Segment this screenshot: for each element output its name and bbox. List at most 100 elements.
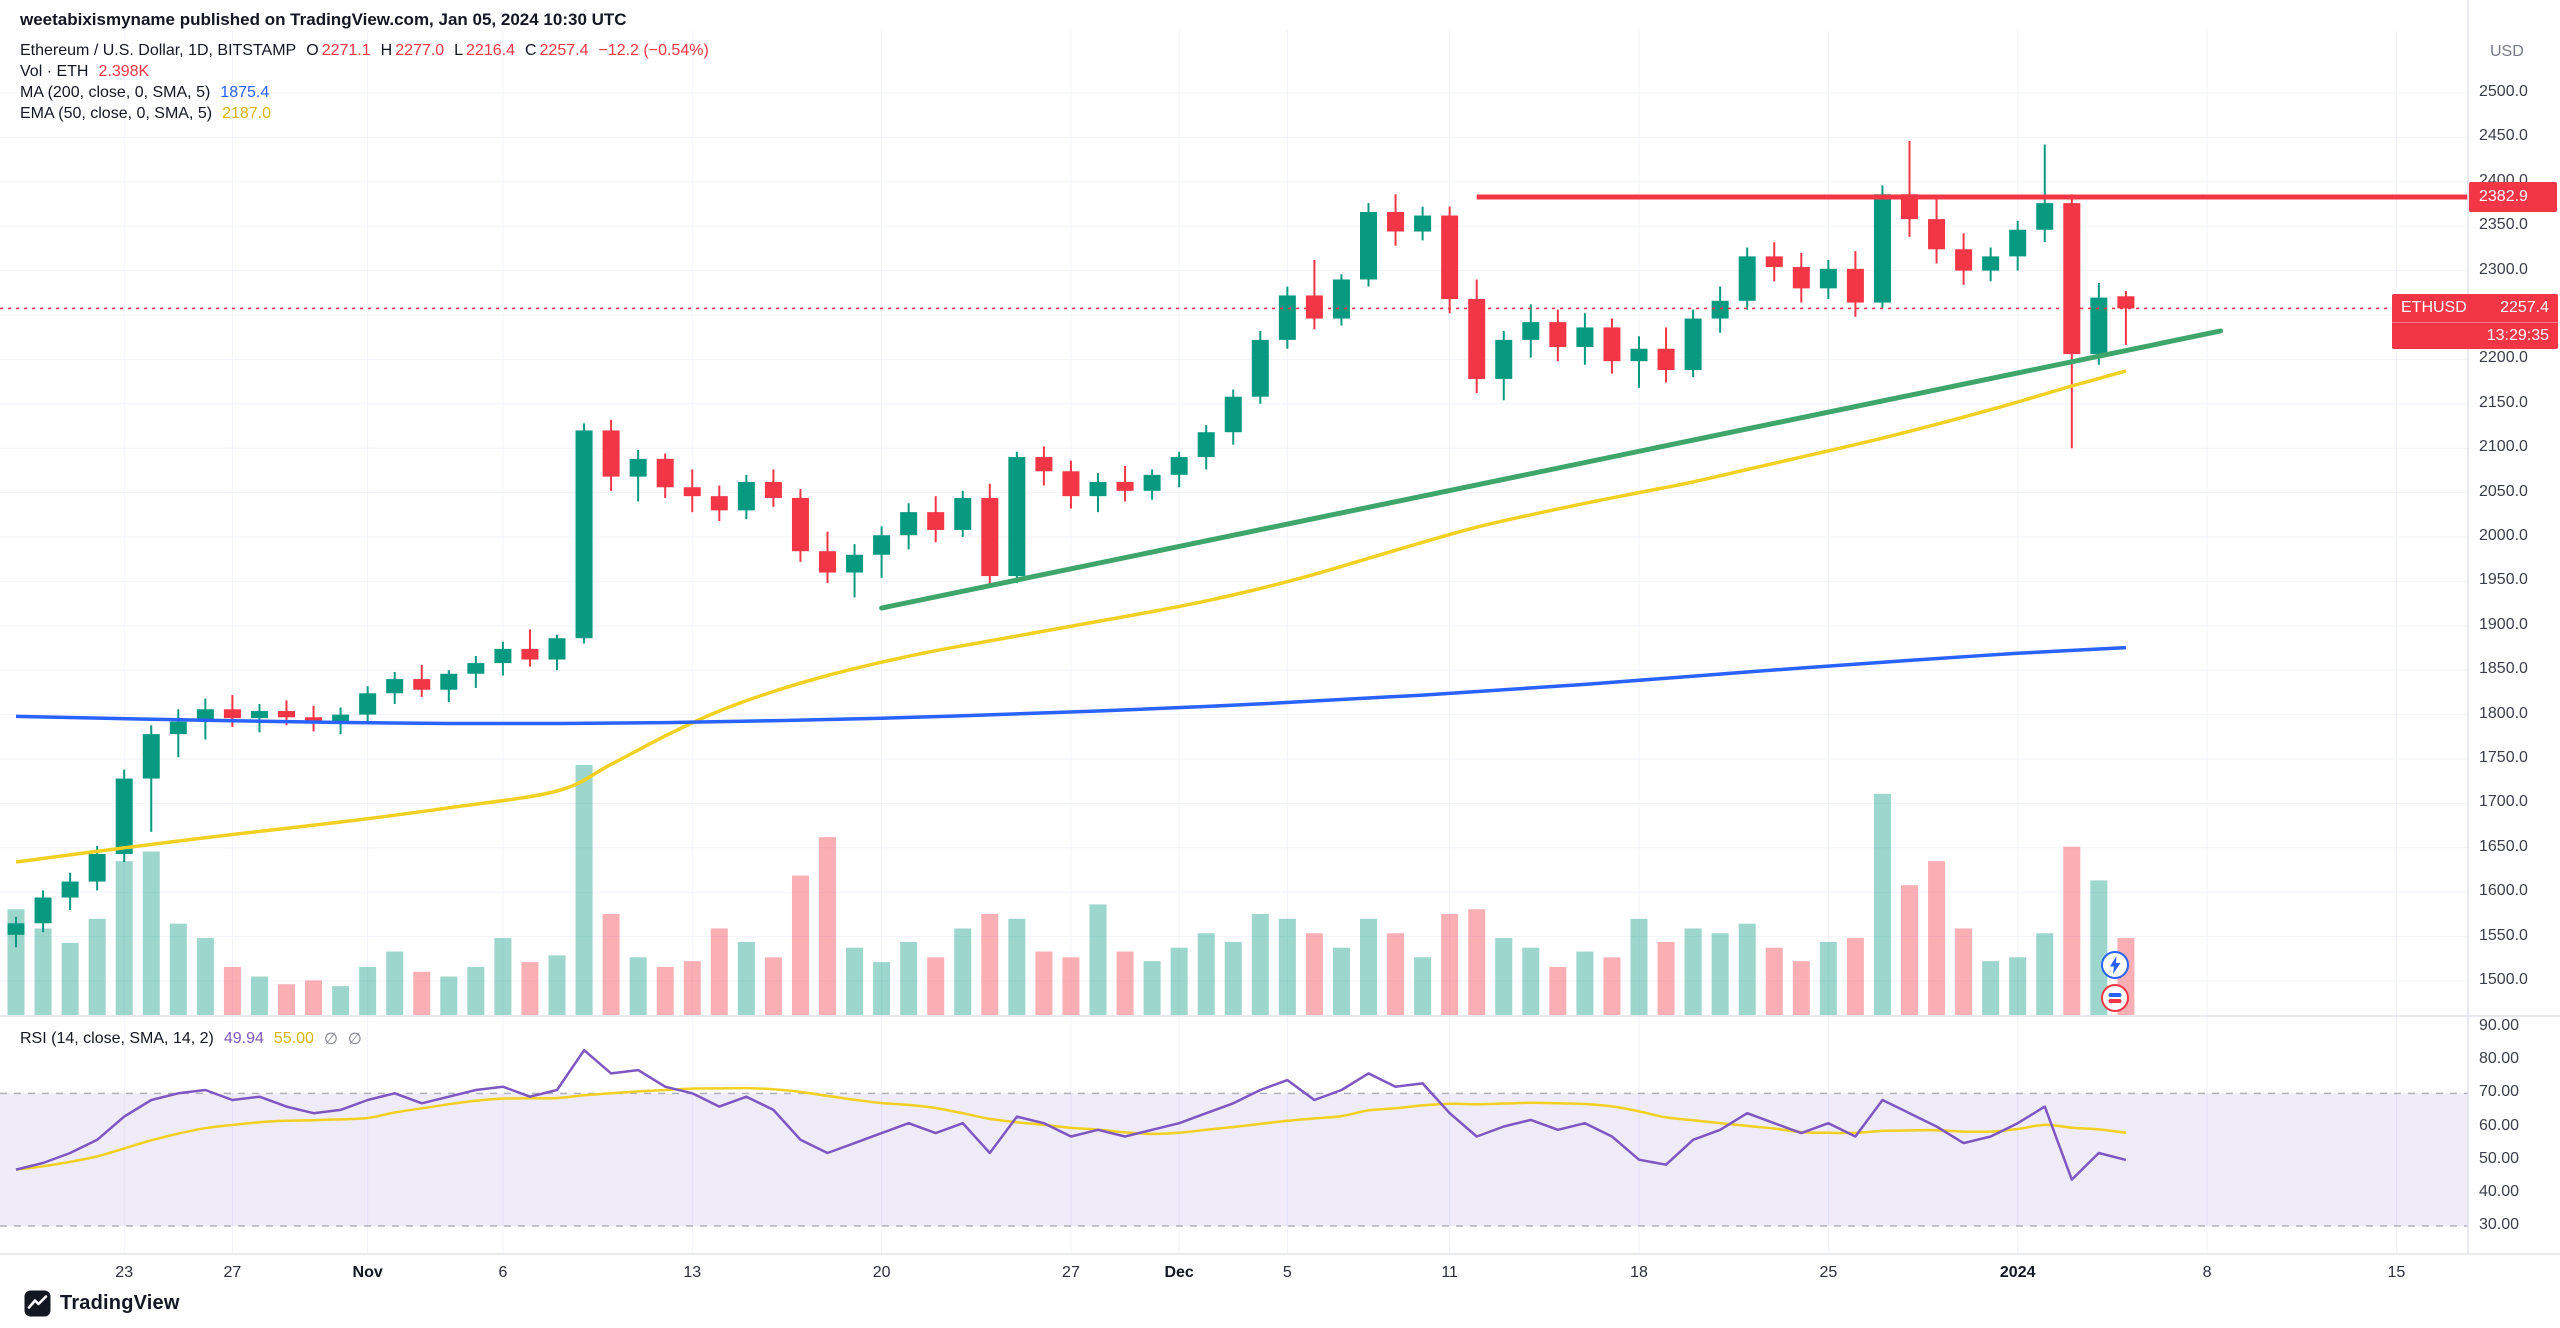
ema-value: 2187.0 — [222, 104, 272, 122]
price-tick-label: 2450.0 — [2479, 127, 2528, 145]
change-value: −12.2 (−0.54%) — [598, 41, 709, 59]
symbol-title: Ethereum / U.S. Dollar, 1D, BITSTAMP — [20, 41, 297, 59]
roundel-icon — [2101, 984, 2129, 1012]
open-label: O — [306, 41, 319, 59]
ma-value: 1875.4 — [220, 83, 270, 101]
price-tick-label: 2150.0 — [2479, 393, 2528, 411]
rsi-legend-row[interactable]: RSI (14, close, SMA, 14, 2) 49.94 55.00 … — [20, 1028, 362, 1049]
volume-layer — [7, 765, 2135, 1015]
rsi-tick-label: 90.00 — [2479, 1017, 2520, 1034]
high-value: 2277.0 — [395, 41, 445, 59]
rsi-tick-label: 50.00 — [2479, 1149, 2520, 1167]
price-tick-label: 1850.0 — [2479, 660, 2528, 678]
current-price-line: ETHUSD 2257.4 — [2392, 294, 2558, 322]
price-tick-label: 1600.0 — [2479, 882, 2528, 900]
ohlc-open: O 2271.1 — [306, 42, 370, 60]
price-tick-label: 2200.0 — [2479, 349, 2528, 367]
date-axis-label: 6 — [498, 1264, 508, 1281]
price-tick-label: 1800.0 — [2479, 704, 2528, 722]
date-axis-label: 13 — [683, 1264, 702, 1281]
rsi-band-layer — [0, 1092, 2468, 1227]
price-tick-label: 2000.0 — [2479, 527, 2528, 544]
moving-averages-layer — [15, 369, 2127, 864]
volume-label: Vol · ETH — [20, 62, 89, 80]
ema-legend-row[interactable]: EMA (50, close, 0, SMA, 5) 2187.0 — [20, 103, 709, 124]
rsi-tick-label: 30.00 — [2479, 1216, 2520, 1234]
date-axis-label: 23 — [115, 1264, 134, 1281]
date-axis-label: 2024 — [1999, 1264, 2036, 1281]
date-axis-label: 8 — [2202, 1264, 2212, 1281]
grid-layer — [0, 30, 2468, 1254]
date-axis-label: 5 — [1282, 1264, 1292, 1281]
ohlc-high: H 2277.0 — [381, 42, 445, 60]
lightning-badge-button[interactable] — [2100, 950, 2130, 980]
price-tick-label: 2500.0 — [2479, 83, 2528, 100]
ema-label: EMA (50, close, 0, SMA, 5) — [20, 104, 213, 122]
current-price-value: 2257.4 — [2500, 299, 2549, 316]
close-label: C — [524, 41, 537, 59]
low-value: 2216.4 — [466, 41, 515, 59]
price-tick-label: 1900.0 — [2479, 615, 2528, 633]
attribution-text: weetabixismyname published on TradingVie… — [20, 10, 627, 29]
date-axis-label: 18 — [1630, 1264, 1648, 1281]
lightning-icon — [2101, 951, 2129, 979]
price-tick-label: 2300.0 — [2479, 260, 2528, 278]
rsi-layer — [15, 1048, 2127, 1181]
rsi-label: RSI (14, close, SMA, 14, 2) — [20, 1029, 214, 1047]
price-tick-label: 2350.0 — [2479, 216, 2528, 234]
ohlc-close: C 2257.4 — [525, 42, 589, 60]
axis-currency-label: USD — [2490, 43, 2524, 60]
date-axis-label: 15 — [2387, 1264, 2406, 1281]
time-axis[interactable]: 23 27 Nov 6 13 20 27 Dec 5 11 18 25 2024 8 15 — [0, 1254, 2468, 1294]
price-tick-label: 2100.0 — [2479, 438, 2528, 456]
open-value: 2271.1 — [321, 41, 371, 59]
price-tick-label: 1750.0 — [2479, 749, 2528, 766]
tradingview-footer: TradingView — [24, 1290, 180, 1317]
price-tick-label: 1550.0 — [2479, 926, 2528, 944]
price-tick-label: 2050.0 — [2479, 482, 2528, 500]
rsi-tick-label: 80.00 — [2479, 1050, 2520, 1068]
date-axis-label: 27 — [1062, 1264, 1080, 1281]
tradingview-logo-text: TradingView — [60, 1292, 180, 1314]
rsi-ma-value: 55.00 — [273, 1029, 314, 1047]
ma-legend-row[interactable]: MA (200, close, 0, SMA, 5) 1875.4 — [20, 82, 709, 103]
close-value: 2257.4 — [539, 41, 589, 59]
date-axis-label: Dec — [1164, 1264, 1194, 1281]
symbol-legend-row[interactable]: Ethereum / U.S. Dollar, 1D, BITSTAMP O 22… — [20, 40, 709, 61]
resistance-price-label: 2382.9 — [2469, 182, 2557, 212]
volume-value: 2.398K — [98, 62, 150, 80]
price-tick-label: 1650.0 — [2479, 837, 2528, 855]
rsi-tick-label: 60.00 — [2479, 1116, 2520, 1134]
separators-layer — [0, 0, 2560, 1255]
resistance-price-value: 2382.9 — [2479, 188, 2528, 205]
high-label: H — [380, 41, 393, 59]
main-legend: Ethereum / U.S. Dollar, 1D, BITSTAMP O 22… — [20, 40, 709, 124]
date-axis-label: 20 — [872, 1264, 891, 1281]
trendline-layer — [879, 328, 2224, 611]
roundel-badge-button[interactable] — [2100, 983, 2130, 1013]
date-axis-label: 11 — [1441, 1264, 1458, 1281]
ohlc-low: L 2216.4 — [454, 42, 515, 60]
date-axis-label: Nov — [352, 1264, 383, 1281]
candles-layer — [7, 140, 2135, 948]
ma-label: MA (200, close, 0, SMA, 5) — [20, 83, 211, 101]
current-price-label: ETHUSD 2257.4 13:29:35 — [2392, 294, 2558, 349]
date-axis-label: 25 — [1819, 1264, 1838, 1281]
volume-legend-row[interactable]: Vol · ETH 2.398K — [20, 61, 709, 82]
current-symbol: ETHUSD — [2401, 299, 2467, 316]
rsi-value: 49.94 — [223, 1029, 264, 1047]
rsi-empty-icon-1: ∅ — [323, 1030, 338, 1048]
price-tick-label: 1700.0 — [2479, 793, 2528, 811]
price-tick-label: 1500.0 — [2479, 971, 2528, 988]
low-label: L — [454, 41, 464, 59]
tradingview-logo-icon — [24, 1290, 51, 1317]
countdown-timer: 13:29:35 — [2392, 322, 2558, 349]
rsi-tick-label: 40.00 — [2479, 1182, 2520, 1200]
tradingview-logo[interactable]: TradingView — [24, 1290, 180, 1317]
date-axis-label: 27 — [223, 1264, 242, 1281]
rsi-empty-icon-2: ∅ — [347, 1030, 362, 1048]
chart-badges — [2100, 950, 2130, 1013]
rsi-tick-label: 70.00 — [2479, 1083, 2520, 1101]
